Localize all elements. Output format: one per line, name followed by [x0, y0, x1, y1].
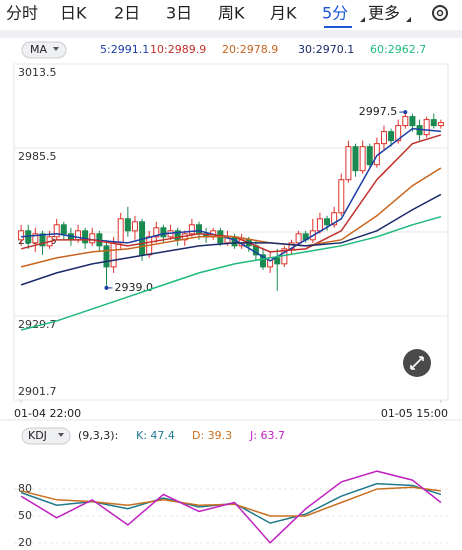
candle-body	[124, 218, 131, 232]
legend-entry: 10:2989.9	[150, 43, 206, 56]
candle-body	[430, 119, 437, 127]
indicator-line	[20, 167, 442, 268]
candle-body	[338, 179, 345, 214]
candle-body	[402, 116, 409, 127]
legend-entry: J: 63.7	[249, 429, 285, 442]
ma-button[interactable]	[21, 41, 67, 59]
candle-body	[18, 230, 25, 241]
gear-ring	[432, 5, 448, 21]
active-underline	[324, 26, 352, 28]
y-tick-label: 2901.7	[18, 385, 57, 398]
candle-body	[39, 233, 46, 247]
kdj-button[interactable]	[21, 427, 71, 445]
legend-entry: 30:2970.1	[298, 43, 354, 56]
tab-caret	[406, 17, 411, 22]
candle-body	[110, 242, 117, 268]
kdj-label: KDJ	[28, 429, 47, 442]
gear-hub	[436, 9, 444, 17]
tab[interactable]: 2日	[114, 4, 140, 23]
tab[interactable]: 周K	[218, 4, 245, 23]
candle-body	[160, 227, 167, 238]
candle-body	[53, 224, 60, 238]
indicator-line	[20, 215, 442, 331]
indicator-line	[20, 193, 442, 286]
candle-body	[423, 119, 430, 136]
x-tick-label: 01-04 22:00	[14, 407, 81, 420]
candle-body	[324, 218, 331, 226]
candle-body	[260, 254, 267, 268]
candle-body	[153, 227, 160, 238]
candle-body	[295, 233, 302, 244]
y-tick-label: 3013.5	[18, 66, 57, 79]
legend-entry: 5:2991.1	[100, 43, 149, 56]
tab[interactable]: 月K	[270, 4, 297, 23]
legend-entry: 20:2978.9	[222, 43, 278, 56]
tab-caret	[360, 17, 365, 22]
separator	[0, 30, 462, 38]
candle-body	[437, 122, 444, 127]
indicator-line	[20, 470, 442, 544]
y-tick-label: 2985.5	[18, 150, 57, 163]
fullscreen-icon	[410, 356, 424, 370]
candle-body	[195, 224, 202, 235]
legend-entry: 60:2962.7	[370, 43, 426, 56]
ma-caret	[53, 47, 59, 51]
candle-body	[395, 125, 402, 142]
candle-body	[388, 131, 395, 142]
candle-body	[345, 146, 352, 181]
candle-body	[89, 233, 96, 244]
legend-entry: K: 47.4	[136, 429, 175, 442]
annotation: 2939.0	[114, 281, 153, 294]
tab[interactable]: 更多	[368, 4, 400, 23]
annotation: 2997.5	[359, 105, 398, 118]
candle-body	[359, 146, 366, 172]
legend-entry: D: 39.3	[192, 429, 232, 442]
ma-label: MA	[30, 43, 47, 56]
tab[interactable]: 3日	[166, 4, 192, 23]
kdj-caret	[58, 433, 64, 437]
candle-body	[117, 218, 124, 244]
candle-body	[380, 131, 387, 145]
candle-body	[188, 224, 195, 235]
indicator-line	[20, 486, 441, 517]
candle-body	[274, 257, 281, 265]
tab[interactable]: 分时	[6, 4, 38, 23]
candle-body	[409, 116, 416, 127]
fullscreen-button[interactable]	[403, 349, 431, 377]
candle-body	[316, 218, 323, 232]
tab[interactable]: 5分	[322, 4, 348, 23]
y-tick-label: 20	[18, 536, 32, 549]
x-tick-label: 01-05 15:00	[381, 407, 448, 420]
y-tick-label: 80	[18, 482, 32, 495]
candle-body	[32, 233, 39, 244]
candle-body	[366, 146, 373, 166]
candle-body	[352, 146, 359, 172]
candle-body	[82, 230, 89, 244]
candle-body	[131, 221, 138, 232]
tab[interactable]: 日K	[60, 4, 87, 23]
candle-body	[60, 224, 67, 235]
candle-body	[331, 212, 338, 226]
kdj-params: (9,3,3):	[78, 429, 118, 442]
candle-body	[103, 245, 110, 268]
settings-icon[interactable]	[432, 5, 448, 21]
y-tick-label: 50	[18, 509, 32, 522]
